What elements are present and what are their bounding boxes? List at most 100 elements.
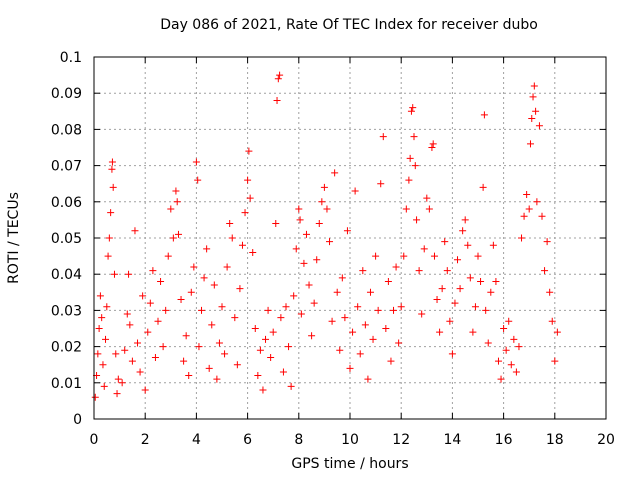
y-tick-label: 0.05 (51, 231, 82, 247)
data-point (221, 350, 229, 358)
data-point (410, 133, 418, 141)
data-point (302, 230, 310, 238)
data-point (494, 357, 502, 365)
data-point (114, 375, 122, 383)
data-point (267, 353, 275, 361)
data-point (546, 288, 554, 296)
data-point (387, 357, 395, 365)
x-tick-label: 20 (597, 432, 615, 448)
data-point (443, 267, 451, 275)
data-point (474, 252, 482, 260)
data-point (112, 350, 120, 358)
data-point (123, 310, 131, 318)
data-point (430, 252, 438, 260)
y-tick-label: 0.01 (51, 376, 82, 392)
data-point (333, 288, 341, 296)
data-point (346, 364, 354, 372)
data-point (400, 252, 408, 260)
data-point (429, 140, 437, 148)
x-tick-label: 18 (546, 432, 564, 448)
data-point (246, 194, 254, 202)
data-point (282, 303, 290, 311)
data-point (94, 350, 102, 358)
data-point (154, 317, 162, 325)
data-point (245, 147, 253, 155)
data-point (146, 299, 154, 307)
data-point (374, 306, 382, 314)
data-point (525, 205, 533, 213)
data-point (379, 133, 387, 141)
scatter-points (91, 71, 561, 401)
data-point (500, 325, 508, 332)
data-point (502, 346, 510, 354)
data-point (182, 332, 190, 340)
y-tick-label: 0.1 (60, 50, 82, 66)
data-point (479, 183, 487, 191)
data-point (305, 281, 313, 289)
data-point (405, 176, 413, 184)
data-point (366, 288, 374, 296)
x-tick-label: 0 (90, 432, 99, 448)
x-axis-ticks: 0 2 4 6 8 10 12 14 16 18 20 (90, 57, 615, 448)
data-point (318, 198, 326, 206)
data-point (200, 274, 208, 282)
data-point (484, 339, 492, 347)
data-point (361, 321, 369, 329)
data-point (518, 234, 526, 242)
data-point (151, 353, 159, 361)
data-point (492, 277, 500, 285)
data-point (198, 306, 206, 314)
data-point (167, 205, 175, 213)
data-point (466, 274, 474, 282)
data-point (113, 390, 121, 398)
data-point (238, 241, 246, 249)
data-point (290, 292, 298, 300)
data-point (451, 299, 459, 307)
data-point (553, 328, 561, 336)
data-point (126, 321, 134, 329)
data-point (157, 277, 165, 285)
data-point (125, 270, 133, 278)
data-point (477, 277, 485, 285)
data-point (425, 205, 433, 213)
data-point (241, 209, 249, 217)
data-point (109, 183, 117, 191)
data-point (108, 158, 116, 166)
data-point (532, 107, 540, 115)
data-point (413, 216, 421, 224)
data-point (208, 321, 216, 329)
data-point (326, 238, 334, 246)
data-point (354, 303, 362, 311)
y-tick-label: 0.03 (51, 303, 82, 319)
data-point (244, 176, 252, 184)
data-point (420, 245, 428, 253)
data-point (215, 339, 223, 347)
data-point (110, 270, 118, 278)
data-point (256, 346, 264, 354)
data-point (359, 267, 367, 275)
data-point (185, 372, 193, 380)
data-point (269, 328, 277, 336)
data-point (98, 314, 106, 322)
data-point (195, 343, 203, 351)
data-point (107, 209, 115, 217)
y-axis-label: ROTI / TECUs (6, 192, 22, 284)
data-point (187, 288, 195, 296)
data-point (377, 180, 385, 188)
data-point (144, 328, 152, 336)
data-point (95, 325, 103, 332)
data-point (482, 306, 490, 314)
data-point (91, 393, 99, 401)
data-point (551, 357, 559, 365)
data-point (351, 187, 359, 195)
data-point (131, 227, 139, 235)
y-tick-label: 0 (73, 412, 82, 428)
data-point (104, 252, 112, 260)
data-point (541, 267, 549, 275)
data-point (364, 375, 372, 383)
data-point (523, 191, 531, 199)
y-tick-label: 0.09 (51, 86, 82, 102)
data-point (505, 317, 513, 325)
data-point (223, 263, 231, 271)
data-point (108, 165, 116, 173)
